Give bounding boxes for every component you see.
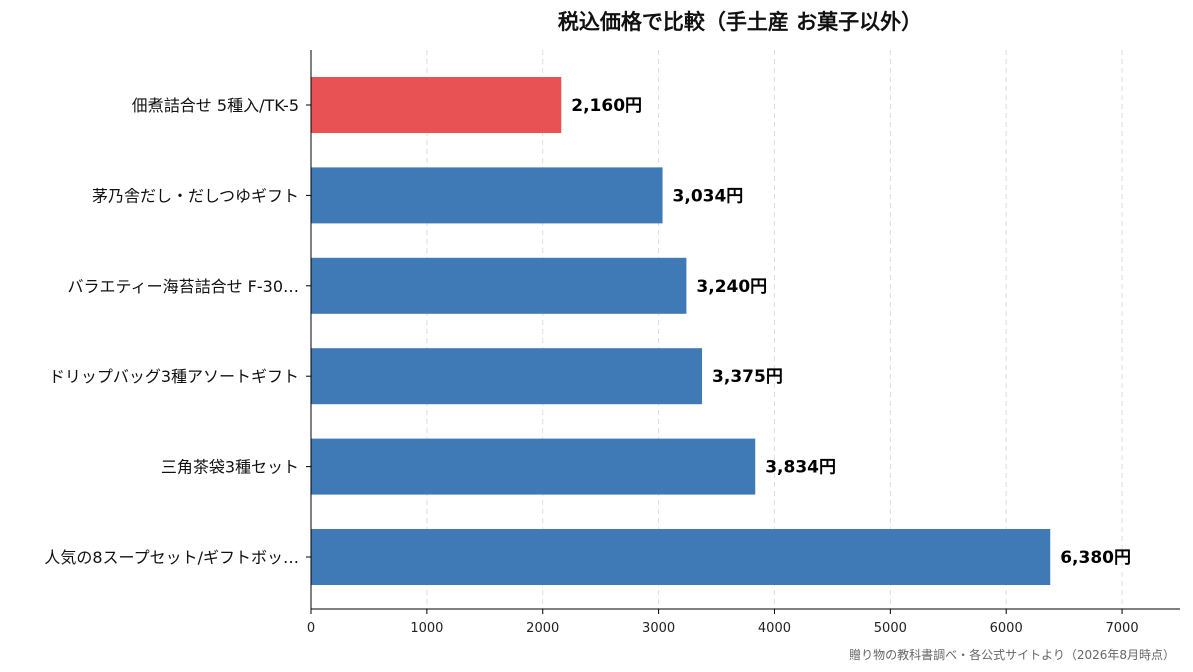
data-label: 3,834円	[765, 458, 836, 478]
data-label: 3,240円	[696, 277, 767, 297]
chart-title: 税込価格で比較（手土産 お菓子以外）	[558, 10, 922, 34]
x-tick-label: 7000	[1106, 621, 1139, 636]
category-label: 茅乃舎だし・だしつゆギフト	[92, 186, 299, 205]
x-tick-label: 6000	[990, 621, 1023, 636]
data-label: 6,380円	[1060, 548, 1131, 568]
x-tick-label: 3000	[642, 621, 675, 636]
x-tick-label: 2000	[526, 621, 559, 636]
category-label: バラエティー海苔詰合せ F-30…	[68, 277, 299, 296]
data-label: 3,034円	[673, 186, 744, 206]
category-label: 佃煮詰合せ 5種入/TK-5	[132, 96, 299, 115]
category-label: 三角茶袋3種セット	[161, 458, 299, 477]
x-tick-label: 4000	[758, 621, 791, 636]
bar	[311, 438, 756, 495]
bar	[311, 257, 687, 314]
data-labels: 2,160円 3,034円 3,240円 3,375円 3,834円 6,380円	[571, 96, 1131, 568]
bars	[311, 77, 1051, 585]
bar	[311, 348, 703, 405]
bar	[311, 529, 1051, 585]
grid-lines	[426, 50, 1123, 609]
data-label: 2,160円	[571, 96, 642, 116]
source-note: 贈り物の教科書調べ・各公式サイトより（2026年8月時点）	[849, 647, 1175, 662]
category-label: ドリップバッグ3種アソートギフト	[49, 367, 299, 386]
data-label: 3,375円	[712, 367, 783, 387]
category-label: 人気の8スープセット/ギフトボッ…	[44, 548, 299, 567]
bar	[311, 77, 562, 133]
x-tick-label: 1000	[410, 621, 443, 636]
x-tick-label: 0	[307, 621, 315, 636]
x-axis-ticks: 0 1000 2000 3000 4000 5000 6000 7000	[307, 609, 1139, 636]
x-tick-label: 5000	[874, 621, 907, 636]
bar	[311, 167, 663, 224]
